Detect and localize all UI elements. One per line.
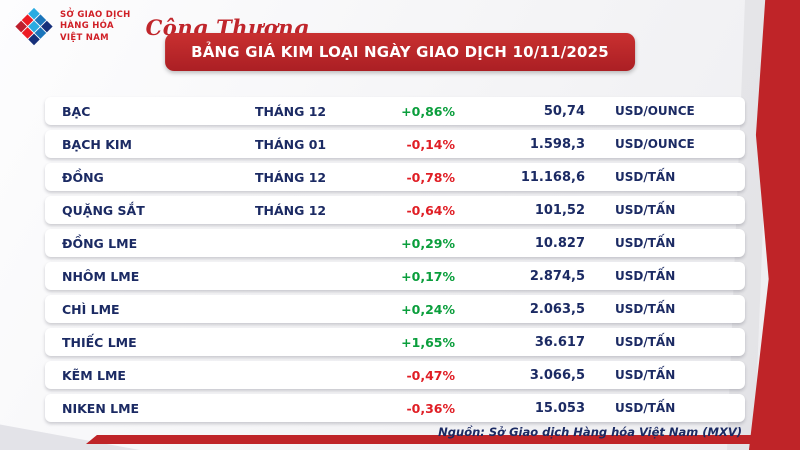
metal-name: QUẶNG SẮT [62, 202, 145, 218]
mxv-logo-text: SỞ GIAO DỊCH HÀNG HÓA VIỆT NAM [60, 10, 131, 43]
change-percent: -0,47% [406, 367, 455, 383]
contract-month: THÁNG 12 [255, 202, 327, 218]
change-percent: +0,24% [401, 301, 455, 317]
price-unit: USD/OUNCE [615, 137, 695, 151]
metal-name: CHÌ LME [62, 301, 120, 317]
price-value: 101,52 [534, 202, 585, 218]
metal-name: THIẾC LME [62, 334, 137, 350]
table-row: NIKEN LME -0,36% 15.053 USD/TẤN [45, 394, 745, 422]
metal-name: NHÔM LME [62, 268, 140, 284]
contract-month: THÁNG 01 [255, 136, 327, 152]
price-unit: USD/TẤN [615, 401, 676, 415]
price-unit: USD/TẤN [615, 170, 676, 184]
change-percent: +0,29% [401, 235, 455, 251]
price-value: 15.053 [534, 400, 585, 416]
table-row: BẠCH KIM THÁNG 01 -0,14% 1.598,3 USD/OUN… [45, 130, 745, 158]
metal-name: KẼM LME [62, 367, 126, 383]
price-unit: USD/TẤN [615, 335, 676, 349]
mxv-logo: SỞ GIAO DỊCH HÀNG HÓA VIỆT NAM [14, 6, 131, 48]
change-percent: -0,14% [406, 136, 455, 152]
price-unit: USD/TẤN [615, 203, 676, 217]
source-note: Nguồn: Sở Giao dịch Hàng hóa Việt Nam (M… [438, 425, 742, 439]
price-unit: USD/TẤN [615, 302, 676, 316]
price-unit: USD/OUNCE [615, 104, 695, 118]
change-percent: +1,65% [401, 334, 455, 350]
price-value: 36.617 [534, 334, 585, 350]
mxv-logo-line3: VIỆT NAM [60, 32, 109, 43]
price-value: 2.874,5 [529, 268, 585, 284]
price-unit: USD/TẤN [615, 236, 676, 250]
change-percent: -0,36% [406, 400, 455, 416]
price-unit: USD/TẤN [615, 368, 676, 382]
metal-name: NIKEN LME [62, 400, 140, 416]
change-percent: -0,78% [406, 169, 455, 185]
metal-name: BẠC [62, 103, 91, 119]
price-table: BẠC THÁNG 12 +0,86% 50,74 USD/OUNCE BẠCH… [45, 97, 745, 427]
metal-name: BẠCH KIM [62, 136, 132, 152]
price-value: 10.827 [534, 235, 585, 251]
table-row: NHÔM LME +0,17% 2.874,5 USD/TẤN [45, 262, 745, 290]
table-row: ĐỒNG LME +0,29% 10.827 USD/TẤN [45, 229, 745, 257]
metal-name: ĐỒNG LME [62, 235, 138, 251]
contract-month: THÁNG 12 [255, 103, 327, 119]
table-row: QUẶNG SẮT THÁNG 12 -0,64% 101,52 USD/TẤN [45, 196, 745, 224]
price-value: 2.063,5 [529, 301, 585, 317]
price-unit: USD/TẤN [615, 269, 676, 283]
table-row: THIẾC LME +1,65% 36.617 USD/TẤN [45, 328, 745, 356]
change-percent: -0,64% [406, 202, 455, 218]
table-row: BẠC THÁNG 12 +0,86% 50,74 USD/OUNCE [45, 97, 745, 125]
change-percent: +0,86% [401, 103, 455, 119]
price-value: 50,74 [543, 103, 585, 119]
mxv-logo-line1: SỞ GIAO DỊCH [60, 10, 131, 21]
price-value: 1.598,3 [529, 136, 585, 152]
price-value: 3.066,5 [529, 367, 585, 383]
page-title: BẢNG GIÁ KIM LOẠI NGÀY GIAO DỊCH 10/11/2… [165, 33, 635, 71]
table-row: KẼM LME -0,47% 3.066,5 USD/TẤN [45, 361, 745, 389]
contract-month: THÁNG 12 [255, 169, 327, 185]
price-value: 11.168,6 [520, 169, 585, 185]
table-row: CHÌ LME +0,24% 2.063,5 USD/TẤN [45, 295, 745, 323]
table-row: ĐỒNG THÁNG 12 -0,78% 11.168,6 USD/TẤN [45, 163, 745, 191]
mxv-logo-line2: HÀNG HÓA [60, 21, 114, 32]
change-percent: +0,17% [401, 268, 455, 284]
mxv-diamond-icon [15, 7, 53, 46]
right-red-ribbon [748, 0, 800, 450]
metal-name: ĐỒNG [62, 169, 104, 185]
